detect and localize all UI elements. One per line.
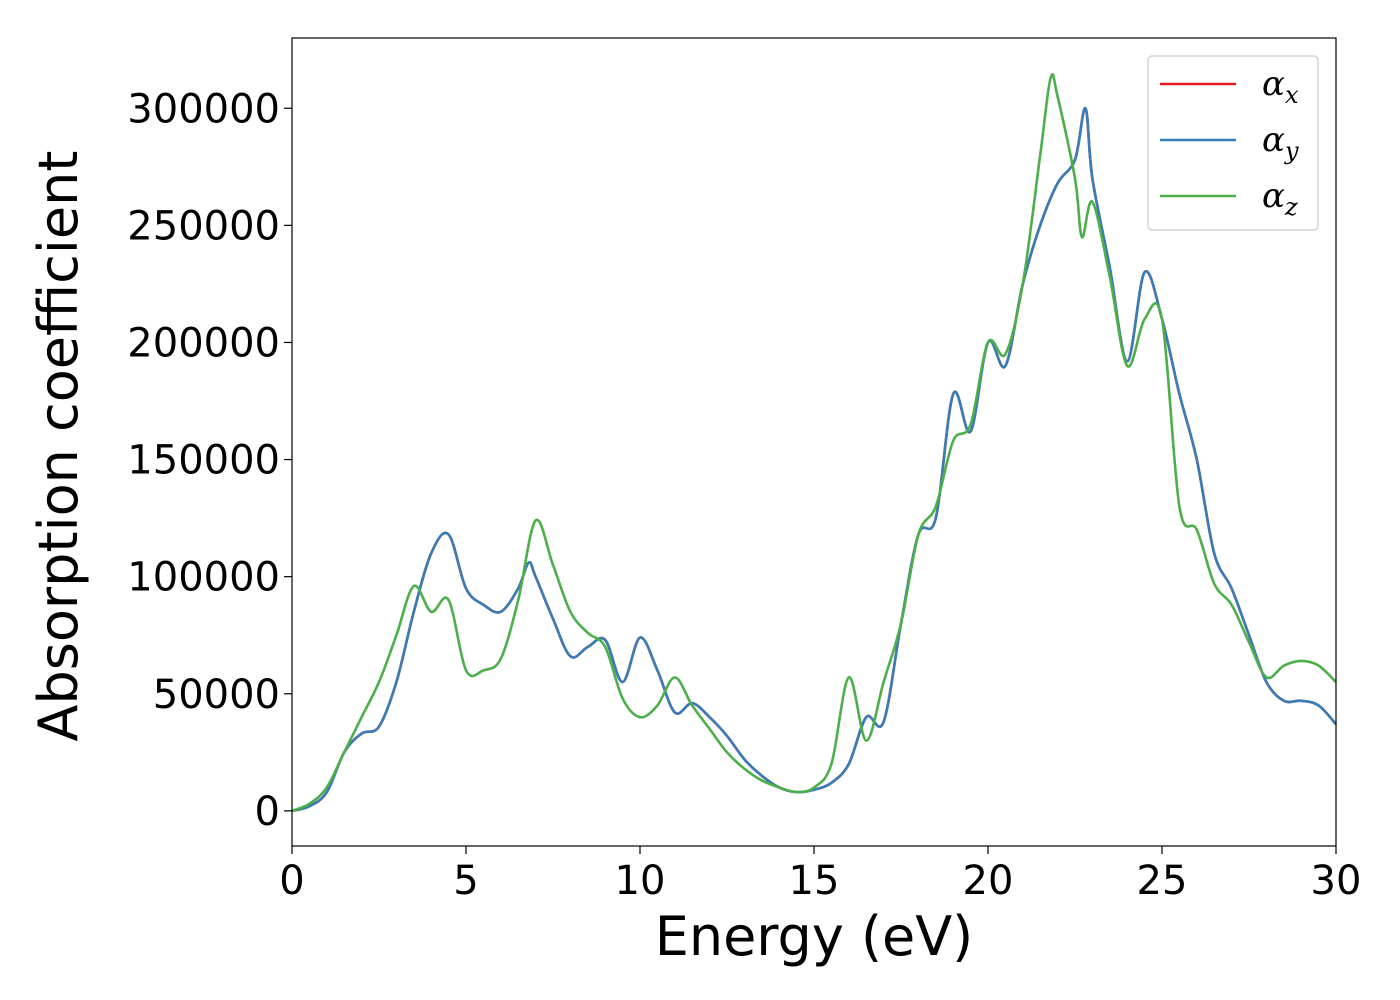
y-axis-label: Absorption coefficient xyxy=(27,151,90,742)
y-axis-ticks: 0 50000 100000 150000 200000 250000 300000 xyxy=(127,86,292,835)
y-tick-label: 250000 xyxy=(127,203,280,249)
series-layer xyxy=(291,72,1337,813)
x-tick-label: 20 xyxy=(963,858,1014,904)
legend-box xyxy=(1147,55,1319,231)
y-tick-label: 300000 xyxy=(127,86,280,132)
x-tick-label: 15 xyxy=(789,858,840,904)
series-line-z xyxy=(291,72,1337,813)
y-tick-label: 0 xyxy=(255,789,280,835)
x-tick-label: 10 xyxy=(615,858,666,904)
legend-entry-z: αz xyxy=(1262,176,1298,221)
y-tick-label: 50000 xyxy=(153,672,280,718)
x-tick-label: 0 xyxy=(279,858,304,904)
x-axis-label: Energy (eV) xyxy=(655,905,974,968)
x-axis-ticks: 0 5 10 15 20 25 30 xyxy=(279,846,1361,904)
y-tick-label: 150000 xyxy=(127,438,280,484)
y-tick-label: 200000 xyxy=(127,320,280,366)
x-tick-label: 5 xyxy=(453,858,478,904)
series-line-y xyxy=(291,106,1337,813)
x-tick-label: 30 xyxy=(1311,858,1362,904)
y-tick-label: 100000 xyxy=(127,555,280,601)
x-tick-label: 25 xyxy=(1137,858,1188,904)
